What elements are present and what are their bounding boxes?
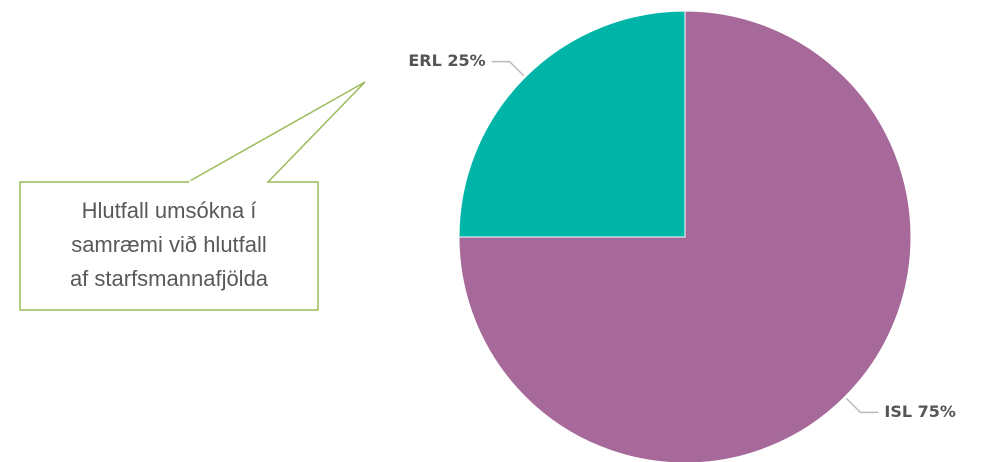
slice-label: ISL 75%: [884, 402, 956, 421]
slice-label: ERL 25%: [408, 51, 485, 70]
callout-text: samræmi við hlutfall: [71, 232, 267, 257]
pie-slice: [458, 10, 686, 238]
callout-box: [19, 181, 319, 311]
pie-slice: [458, 10, 912, 462]
callout-text: af starfsmannafjölda: [70, 266, 269, 291]
callout-pointer: [185, 81, 366, 183]
leader-line: [845, 397, 879, 414]
callout-text: Hlutfall umsókna í: [82, 198, 257, 223]
leader-line: [491, 60, 525, 77]
